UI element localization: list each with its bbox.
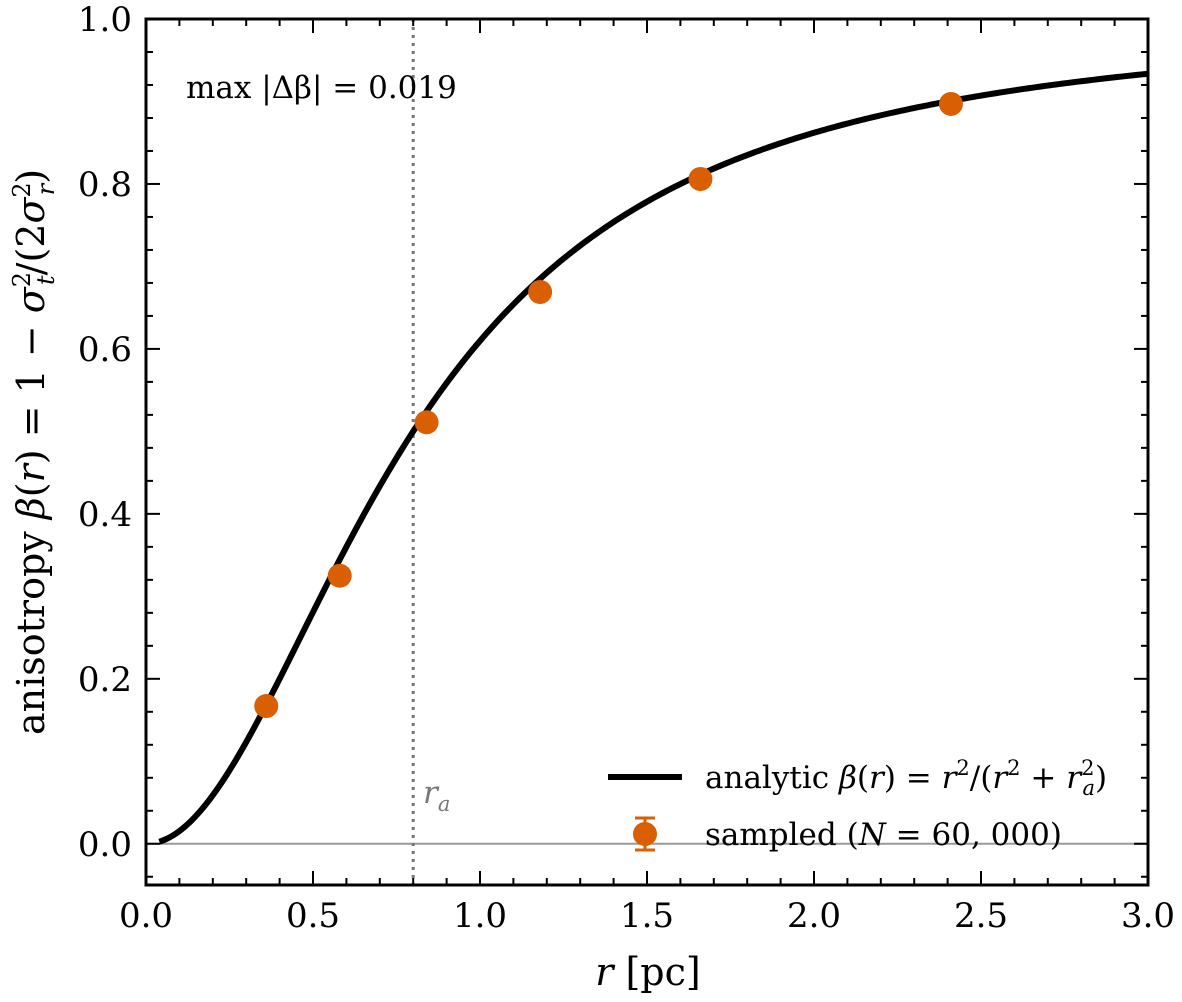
y-tick-label: 1.0 bbox=[78, 0, 132, 40]
ra-label: ra bbox=[423, 775, 450, 816]
x-tick-label: 0.5 bbox=[286, 896, 340, 936]
axes-layer: 0.0 0.5 1.0 1.5 2.0 2.5 3.0 0.0 0.2 0.4 0.6 0.8 1.0 bbox=[78, 0, 1175, 936]
x-tick-label: 1.5 bbox=[620, 896, 674, 936]
x-tick-label: 2.5 bbox=[954, 896, 1008, 936]
plot-frame bbox=[144, 17, 1150, 887]
sampled-point-4 bbox=[528, 279, 553, 304]
sampled-point-5 bbox=[688, 167, 713, 192]
legend-label-analytic: analytic β(r) = r2/(r2 + r2 a) bbox=[705, 756, 1107, 800]
analytic-curve-line bbox=[158, 70, 1149, 845]
x-tick-label: 0.0 bbox=[119, 896, 173, 936]
max-delta-beta-annotation: max |Δβ| = 0.019 bbox=[186, 70, 457, 106]
legend: analytic β(r) = r2/(r2 + r2 a) sampled (N… bbox=[608, 756, 1107, 853]
x-tick-label: 3.0 bbox=[1121, 896, 1175, 936]
sampled-point-3 bbox=[414, 410, 439, 435]
data-point bbox=[528, 279, 553, 304]
sampled-point-6 bbox=[938, 91, 963, 116]
legend-errorbar-swatch bbox=[633, 816, 657, 852]
y-tick-label: 0.0 bbox=[78, 825, 132, 865]
sampled-point-1 bbox=[254, 694, 279, 719]
reference-lines-layer bbox=[146, 19, 1148, 885]
sampled-point-2 bbox=[327, 563, 352, 588]
x-axis-title: r [pc] bbox=[595, 950, 701, 994]
data-point bbox=[254, 694, 279, 719]
x-tick-label: 2.0 bbox=[787, 896, 841, 936]
legend-label-sampled: sampled (N = 60, 000) bbox=[705, 817, 1062, 853]
data-point bbox=[327, 563, 352, 588]
y-tick-label: 0.4 bbox=[78, 495, 132, 535]
data-point bbox=[688, 167, 713, 192]
y-tick-label: 0.2 bbox=[78, 660, 132, 700]
data-layer bbox=[158, 70, 1149, 845]
y-axis-title: anisotropy β(r) = 1 − σ2t/(2σ2r) bbox=[8, 169, 60, 735]
y-tick-label: 0.8 bbox=[78, 165, 132, 205]
data-point bbox=[414, 410, 439, 435]
x-tick-label: 1.0 bbox=[453, 896, 507, 936]
y-tick-label: 0.6 bbox=[78, 330, 132, 370]
data-point bbox=[938, 91, 963, 116]
